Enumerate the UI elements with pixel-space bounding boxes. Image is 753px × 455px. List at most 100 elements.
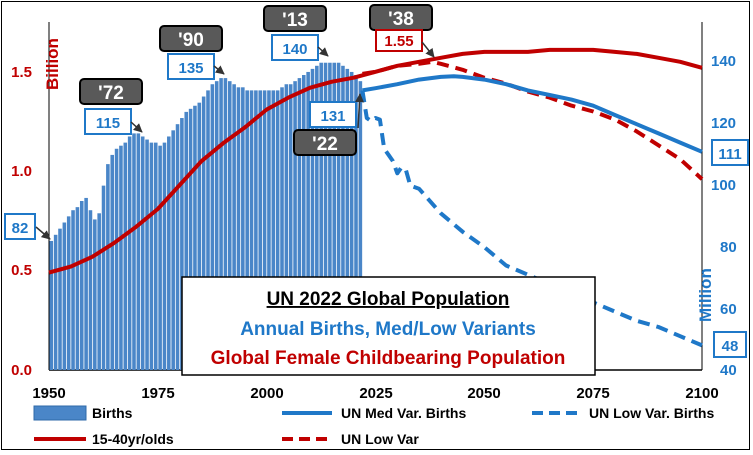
right-tick-label: 100 xyxy=(711,177,736,194)
births-bar xyxy=(201,96,206,370)
series-lines xyxy=(48,47,704,348)
legend-label: UN Low Var xyxy=(341,431,419,447)
births-bar xyxy=(301,75,306,370)
births-bar xyxy=(345,68,350,370)
chart-title: UN 2022 Global Population xyxy=(267,289,510,310)
births-bar xyxy=(275,90,280,370)
births-bar xyxy=(193,105,197,370)
births-bar xyxy=(110,154,115,370)
births-bar xyxy=(175,124,180,370)
births-bar xyxy=(49,240,54,370)
callout-value: 131 xyxy=(320,108,345,125)
births-bar xyxy=(171,130,175,370)
births-bar xyxy=(114,148,119,370)
right-tick-label: 40 xyxy=(720,362,737,379)
births-bar xyxy=(214,81,219,370)
births-bar xyxy=(180,118,184,370)
females-15-40-line xyxy=(48,47,703,275)
births-bar xyxy=(149,142,154,370)
legend-label: UN Low Var. Births xyxy=(589,405,714,421)
chart-subtitle-blue: Annual Births, Med/Low Variants xyxy=(240,319,536,340)
births-bar xyxy=(58,228,62,370)
chart-subtitle-red: Global Female Childbearing Population xyxy=(211,348,566,369)
x-tick-label: 2100 xyxy=(685,385,718,402)
births-bar xyxy=(184,111,189,371)
births-bar xyxy=(71,210,75,370)
births-bar xyxy=(332,62,337,371)
legend-label: Births xyxy=(92,405,133,421)
callout-value: 115 xyxy=(96,115,120,132)
births-bar xyxy=(267,90,271,370)
callout-111: 111 xyxy=(711,139,749,166)
births-bar xyxy=(310,68,315,370)
callout-value: 82 xyxy=(12,220,29,237)
legend: Births UN Med Var. Births UN Low Var. Bi… xyxy=(33,405,714,447)
births-bar xyxy=(75,207,80,370)
births-bars xyxy=(49,62,363,371)
callout-year: '22 xyxy=(312,134,338,155)
births-bar xyxy=(288,84,293,371)
births-bar xyxy=(328,62,332,371)
births-bar xyxy=(280,87,284,371)
births-bar xyxy=(119,145,123,370)
left-tick-label: 1.0 xyxy=(11,163,32,180)
births-bar xyxy=(227,81,232,370)
callout-72: '72 115 xyxy=(79,78,143,135)
births-bar xyxy=(319,62,323,371)
left-axis-title: Billion xyxy=(43,38,62,90)
births-bar xyxy=(315,65,319,371)
callout-38: '38 1.55 xyxy=(369,4,435,58)
births-bar xyxy=(323,62,328,371)
births-bar xyxy=(284,84,289,371)
callout-value: 135 xyxy=(178,60,203,77)
legend-swatch-births xyxy=(33,405,87,421)
callout-90: '90 135 xyxy=(159,25,225,80)
x-tick-label: 1950 xyxy=(32,385,65,402)
births-bar xyxy=(241,87,245,371)
births-bar xyxy=(258,90,263,370)
births-bar xyxy=(336,62,341,371)
births-bar xyxy=(254,90,258,370)
births-bar xyxy=(232,84,236,371)
births-bar xyxy=(349,71,354,370)
right-axis-title: Million xyxy=(696,268,715,322)
births-bar xyxy=(354,75,358,370)
births-bar xyxy=(101,185,106,370)
x-tick-label: 1975 xyxy=(141,385,174,402)
right-tick-label: 80 xyxy=(720,239,737,256)
births-bar xyxy=(66,216,71,370)
births-bar xyxy=(210,84,215,371)
callout-year: '38 xyxy=(388,9,414,30)
births-bar xyxy=(145,139,149,370)
births-bar xyxy=(97,213,101,370)
callout-year: '13 xyxy=(282,10,308,31)
callout-13: '13 140 xyxy=(263,5,329,61)
births-bar xyxy=(249,90,254,370)
x-tick-label: 2025 xyxy=(359,385,392,402)
births-bar xyxy=(188,108,193,371)
births-bar xyxy=(167,136,171,370)
births-bar xyxy=(153,142,158,370)
legend-label: UN Med Var. Births xyxy=(341,405,466,421)
right-tick-label: 140 xyxy=(711,53,736,70)
births-bar xyxy=(262,90,267,370)
callout-value: 1.55 xyxy=(384,33,413,50)
births-bar xyxy=(271,90,276,370)
left-tick-label: 0.0 xyxy=(11,362,32,379)
low-var-births-line xyxy=(360,90,703,348)
left-tick-label: 1.5 xyxy=(11,64,32,81)
births-bar xyxy=(93,219,97,370)
births-bar xyxy=(132,133,136,370)
births-bar xyxy=(306,71,310,370)
births-bar xyxy=(293,81,297,370)
births-bar xyxy=(236,87,241,371)
callout-22: 131 '22 xyxy=(293,93,365,156)
med-var-births-line xyxy=(362,74,703,154)
left-tick-label: 0.5 xyxy=(11,262,32,279)
births-bar xyxy=(53,234,58,370)
births-bar xyxy=(341,65,345,371)
births-bar xyxy=(140,136,145,370)
births-bar xyxy=(219,78,223,370)
callout-year: '90 xyxy=(178,30,204,51)
